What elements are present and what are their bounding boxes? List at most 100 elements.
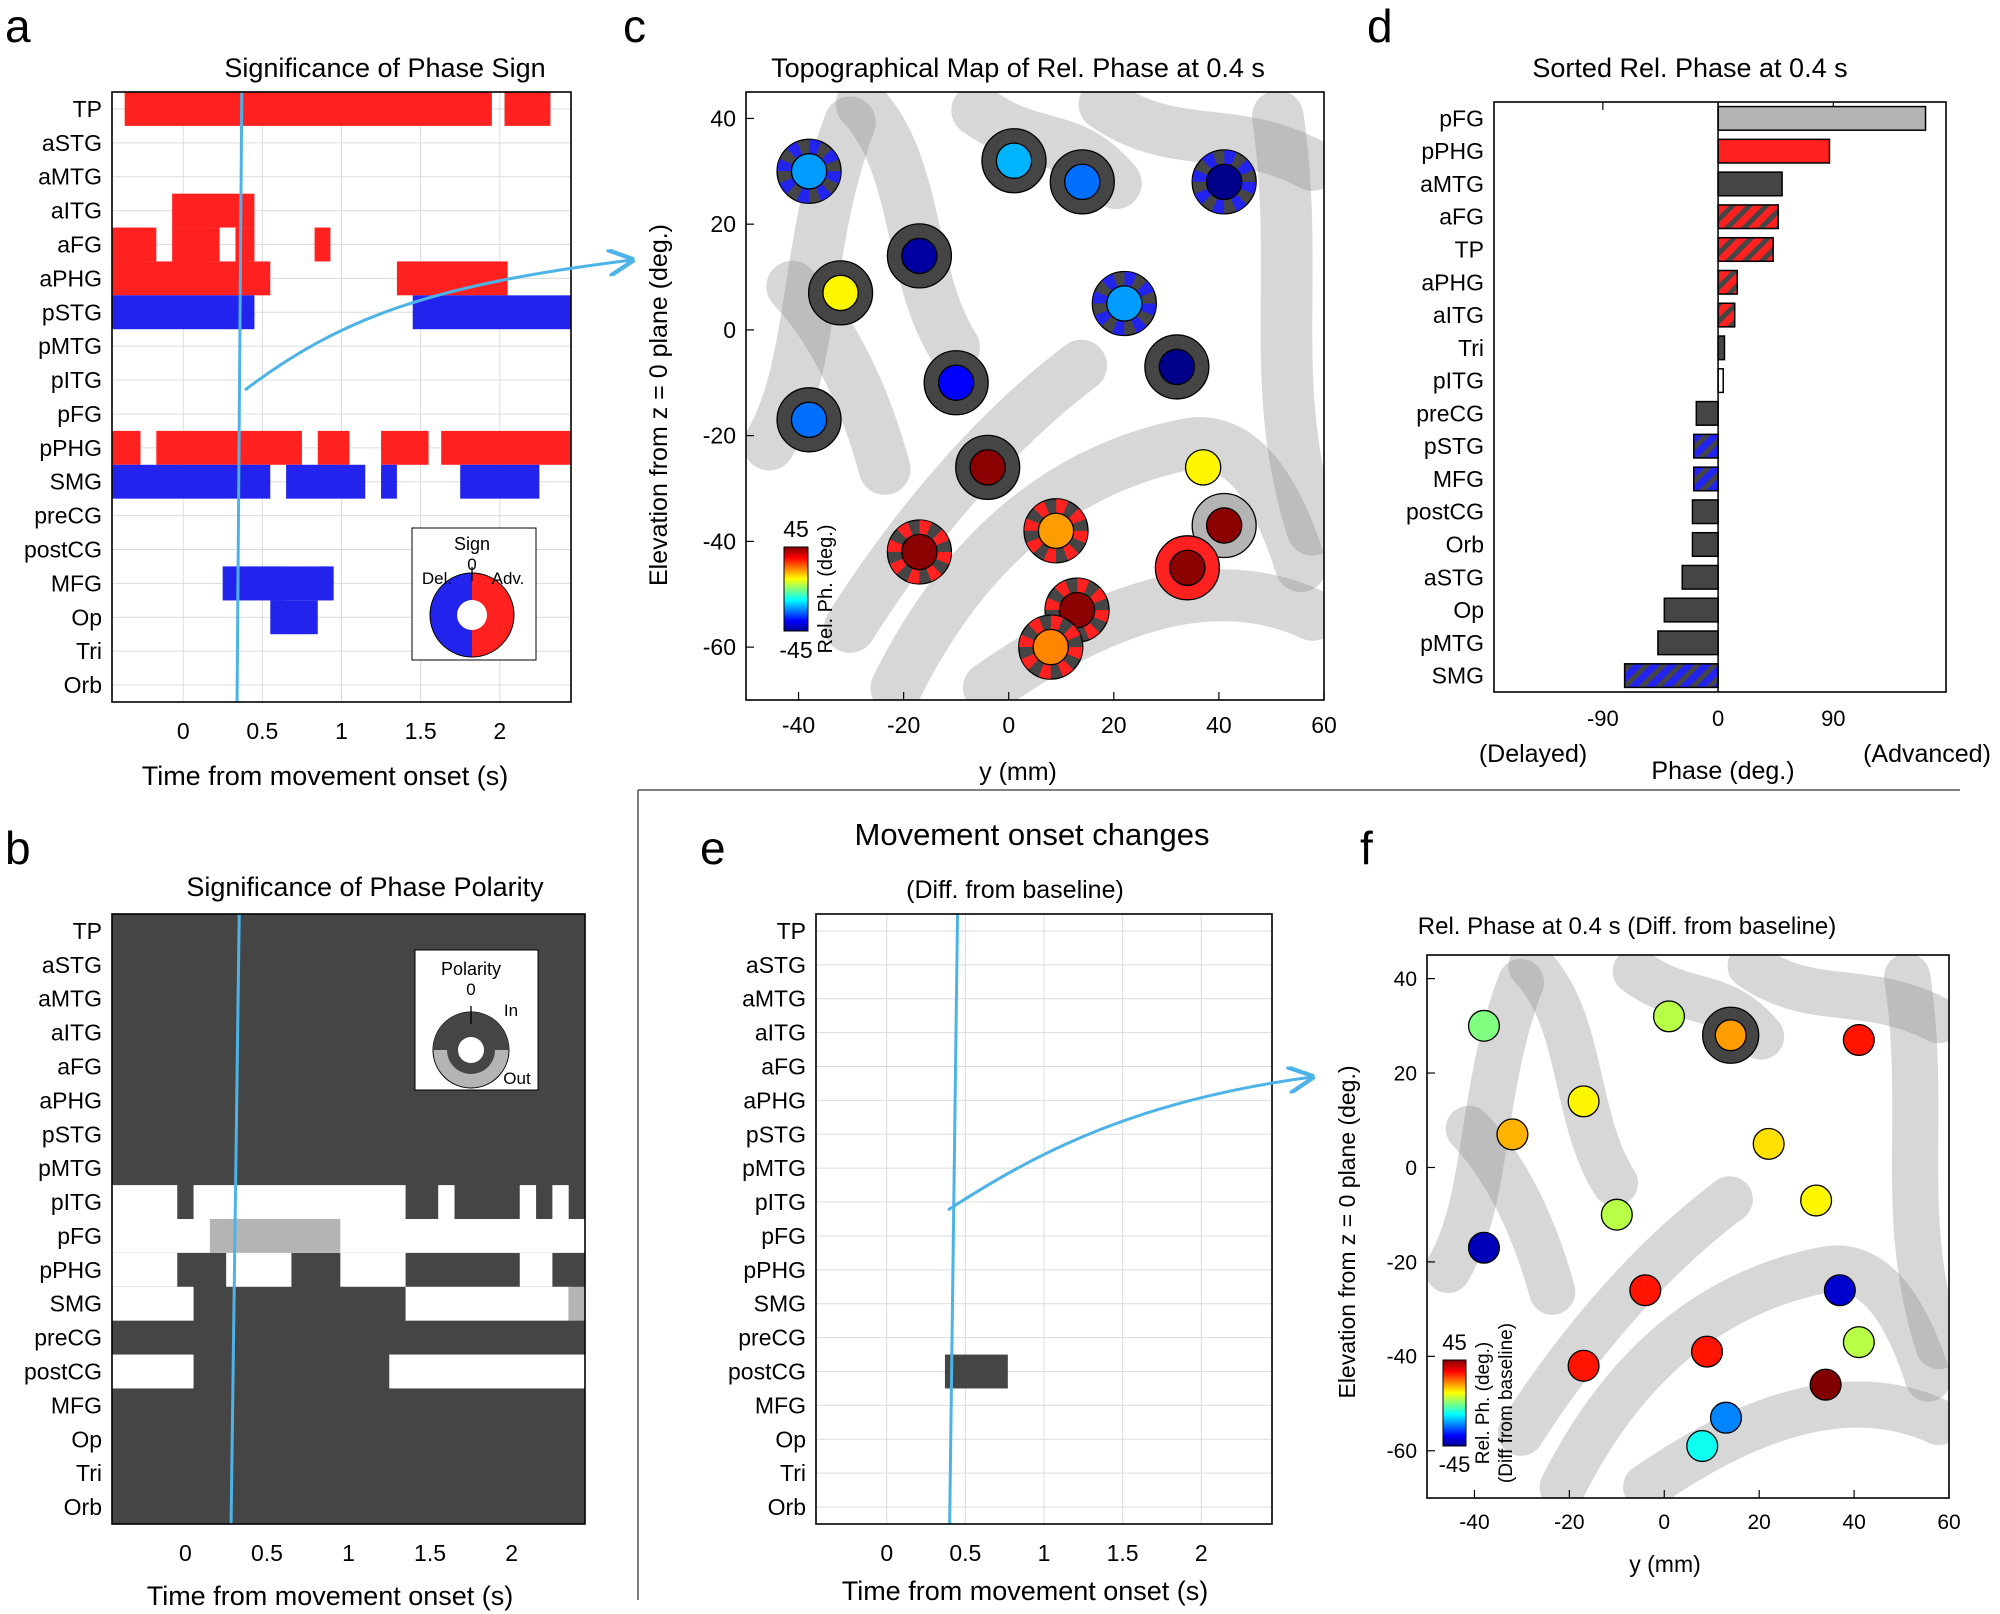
colorbar [783, 546, 809, 632]
segment-pPHG [112, 430, 141, 465]
colorbar-max-label: 45 [783, 516, 809, 542]
bar-aPHG [1717, 269, 1739, 295]
segment-Op [270, 600, 318, 635]
advanced-label: (Advanced) [1863, 740, 1991, 768]
x-tick-label: 1 [335, 718, 348, 744]
bar-label-pMTG: pMTG [1420, 630, 1484, 656]
electrode [790, 153, 828, 190]
electrode [969, 449, 1006, 486]
connector-arrow-e-to-f [947, 1077, 1312, 1212]
segment-pITG [193, 1185, 406, 1219]
x-tick-label: 0.5 [251, 1540, 283, 1566]
brain-gyrus [1727, 955, 1949, 1044]
legend-in-label: In [504, 1001, 518, 1020]
x-tick-label: 2 [493, 718, 506, 744]
legend-zero-label: 0 [466, 980, 475, 999]
bar-Tri [1717, 335, 1726, 361]
segment-SMG [381, 464, 397, 499]
row-label-SMG: SMG [754, 1291, 806, 1317]
x-tick-label: 0 [179, 1540, 192, 1566]
bar-label-aFG: aFG [1439, 204, 1484, 230]
bar-pSTG [1693, 433, 1719, 459]
segment-pSTG [112, 295, 255, 330]
electrode [1496, 1118, 1529, 1151]
x-tick-label: 1.5 [1107, 1540, 1139, 1566]
time-cursor [948, 913, 960, 1525]
row-label-aMTG: aMTG [38, 986, 102, 1012]
electrode [901, 237, 938, 275]
segment-pITG [552, 1185, 569, 1219]
colorbar-label: Rel. Ph. (deg.) [815, 525, 837, 654]
y-tick-label: -40 [703, 528, 736, 554]
x-tick-label: 0.5 [246, 718, 278, 744]
electrode [1205, 507, 1243, 544]
row-label-Tri: Tri [76, 1460, 102, 1486]
electrode [937, 364, 975, 402]
segment-pFG [209, 1219, 341, 1253]
row-label-pMTG: pMTG [38, 333, 102, 359]
row-label-postCG: postCG [24, 1359, 102, 1385]
row-label-pPHG: pPHG [743, 1257, 806, 1283]
segment-aFG [314, 227, 331, 262]
brain-gyrus [1497, 1176, 1753, 1456]
segment-postCG [389, 1354, 585, 1389]
segment-aPHG [112, 261, 271, 296]
electrode [1037, 512, 1075, 550]
electrode [1467, 1009, 1500, 1042]
x-tick-label: 1.5 [414, 1540, 446, 1566]
bar-label-aPHG: aPHG [1421, 269, 1484, 295]
bar-label-pITG: pITG [1433, 368, 1484, 394]
plot-frame [1426, 954, 1950, 1499]
x-tick-label: 2 [505, 1540, 518, 1566]
x-tick-label: -20 [1554, 1511, 1584, 1534]
segment-SMG [460, 464, 540, 499]
electrode [1690, 1335, 1724, 1368]
row-label-Orb: Orb [64, 1494, 102, 1520]
electrode [1823, 1274, 1856, 1307]
colorbar [1442, 1359, 1467, 1447]
topographic-map-chart: Topographical Map of Rel. Phase at 0.4 s… [645, 53, 1337, 786]
segment-pFG [112, 1219, 585, 1253]
bar-label-pFG: pFG [1439, 105, 1484, 131]
bar-pITG [1717, 368, 1724, 394]
bar-aMTG [1717, 171, 1783, 197]
electrode [1184, 449, 1222, 486]
electrode [790, 401, 828, 439]
map-area [1427, 955, 1949, 1498]
row-label-MFG: MFG [51, 1392, 102, 1418]
segment-SMG [405, 1286, 569, 1321]
segment-pITG [112, 1185, 178, 1219]
y-tick-label: 0 [723, 317, 736, 343]
row-label-aITG: aITG [51, 198, 102, 224]
segment-TP [124, 92, 492, 126]
segment-aFG [112, 227, 157, 262]
time-cursor [235, 91, 244, 703]
bar-TP [1717, 236, 1774, 263]
row-label-aSTG: aSTG [42, 952, 102, 978]
electrode [1809, 1368, 1842, 1401]
electrode [1752, 1127, 1785, 1160]
chart-title-c: Topographical Map of Rel. Phase at 0.4 s [771, 53, 1265, 83]
row-label-pITG: pITG [51, 1189, 102, 1215]
segment-pPHG [381, 430, 429, 465]
y-tick-label: 20 [1394, 1062, 1417, 1085]
x-axis-label-d: Phase (deg.) [1651, 757, 1794, 785]
colorbar-min-label: -45 [1439, 1452, 1471, 1477]
x-tick-label: 60 [1311, 712, 1337, 738]
row-label-pFG: pFG [57, 401, 102, 427]
row-label-aSTG: aSTG [42, 130, 102, 156]
x-tick-label: 0 [1712, 706, 1724, 731]
row-label-aPHG: aPHG [39, 1087, 102, 1113]
y-tick-label: 40 [1394, 968, 1417, 991]
electrode-dashes [1192, 150, 1256, 214]
row-label-pITG: pITG [755, 1189, 806, 1215]
row-label-Op: Op [71, 604, 102, 630]
segment-aPHG [396, 261, 508, 296]
bar-SMG [1623, 663, 1719, 689]
x-axis-label-b: Time from movement onset (s) [147, 1581, 514, 1611]
segment-SMG [112, 464, 271, 499]
chart-title-a: Significance of Phase Sign [224, 53, 545, 83]
x-tick-label: 20 [1101, 712, 1127, 738]
chart-subtitle-e: (Diff. from baseline) [906, 876, 1124, 904]
